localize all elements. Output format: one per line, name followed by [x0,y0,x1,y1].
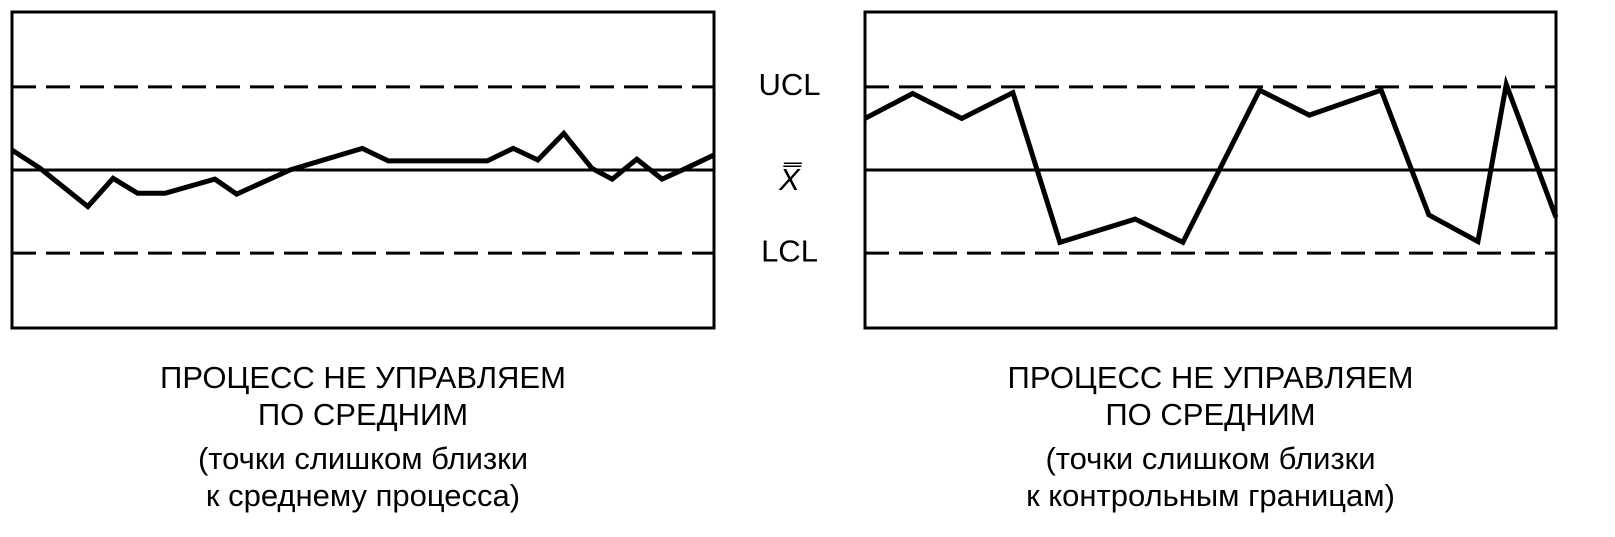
caption-line: к среднему процесса) [206,478,520,513]
caption-line: (точки слишком близки [198,441,528,476]
plot-frame [10,10,716,330]
caption-line: ПРОЦЕСС НЕ УПРАВЛЯЕМ [160,360,566,395]
caption-line: ПО СРЕДНИМ [258,397,468,432]
data-line [10,129,716,211]
caption-line: (точки слишком близки [1045,441,1375,476]
caption-line: ПО СРЕДНИМ [1105,397,1315,432]
y-tick-label: UCL [758,67,820,102]
y-tick-label: X̿ [778,161,802,197]
caption-line: ПРОЦЕСС НЕ УПРАВЛЯЕМ [1008,360,1414,395]
y-tick-label: LCL [761,233,818,268]
plot-frame [863,10,1558,330]
data-line [863,74,1559,246]
caption-line: к контрольным границам) [1026,478,1395,513]
